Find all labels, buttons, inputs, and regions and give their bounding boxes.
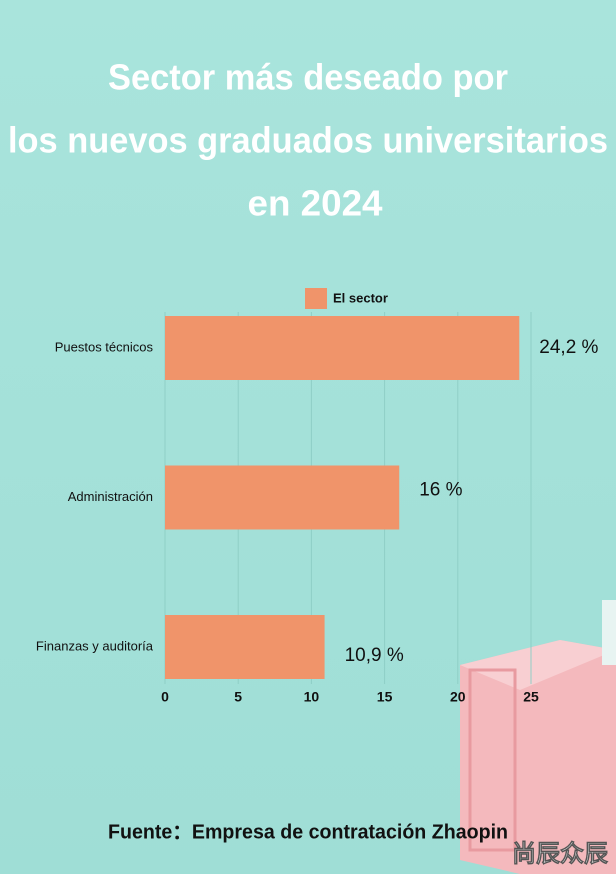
bar: [165, 316, 520, 380]
source: Fuente：Empresa de contratación Zhaopin: [108, 821, 508, 843]
value-label: 16 %: [419, 480, 462, 501]
decoration-box: [460, 600, 616, 874]
watermark: 尚辰众辰: [512, 840, 608, 867]
bar: [165, 465, 400, 530]
x-tick-label: 25: [523, 689, 539, 705]
x-tick-label: 0: [161, 689, 169, 705]
chart-title: en 2024: [248, 183, 383, 224]
legend-swatch: [305, 288, 327, 309]
y-tick-label: Puestos técnicos: [55, 339, 154, 354]
x-tick-label: 5: [234, 689, 242, 705]
value-label: 24,2 %: [539, 337, 598, 358]
legend-label: El sector: [333, 290, 388, 305]
value-label: 10,9 %: [345, 645, 404, 666]
chart-title: Sector más deseado por: [108, 57, 508, 98]
x-tick-label: 10: [304, 689, 320, 705]
x-tick-label: 20: [450, 689, 466, 705]
x-tick-label: 15: [377, 689, 393, 705]
chart-title: los nuevos graduados universitarios: [8, 120, 608, 161]
y-tick-label: Administración: [68, 489, 153, 504]
bar: [165, 615, 325, 679]
y-tick-label: Finanzas y auditoría: [36, 638, 154, 653]
